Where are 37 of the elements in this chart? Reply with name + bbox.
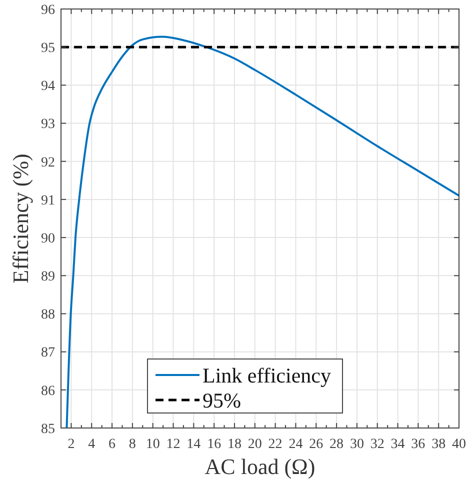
y-tick-label: 96 — [41, 2, 55, 18]
x-tick-label: 20 — [248, 437, 262, 452]
y-tick-label: 89 — [41, 270, 55, 285]
x-tick-label: 38 — [432, 437, 446, 452]
x-tick-label: 10 — [146, 437, 160, 452]
y-tick-label: 88 — [41, 308, 55, 323]
x-tick-label: 30 — [350, 437, 364, 452]
x-tick-label: 18 — [227, 437, 242, 452]
legend-label: 95% — [202, 388, 241, 412]
x-tick-label: 32 — [370, 437, 384, 452]
x-tick-label: 36 — [411, 437, 426, 452]
x-tick-label: 22 — [268, 437, 282, 452]
x-tick-label: 6 — [108, 437, 116, 452]
x-tick-label: 12 — [166, 437, 180, 452]
x-tick-label: 28 — [330, 437, 344, 452]
x-tick-label: 16 — [207, 437, 222, 452]
x-tick-label: 24 — [288, 437, 303, 452]
legend-label: Link efficiency — [202, 363, 332, 388]
y-tick-label: 87 — [41, 346, 55, 361]
y-tick-label: 86 — [41, 384, 55, 399]
x-tick-label: 2 — [68, 437, 75, 452]
y-tick-label: 93 — [41, 117, 55, 132]
x-tick-label: 14 — [186, 437, 201, 452]
x-tick-label: 4 — [88, 437, 96, 452]
y-tick-label: 90 — [41, 231, 55, 246]
y-tick-label: 92 — [41, 155, 55, 170]
y-tick-label: 85 — [41, 422, 55, 437]
x-tick-label: 34 — [390, 437, 405, 452]
y-tick-label: 91 — [41, 193, 55, 208]
x-tick-label: 26 — [309, 437, 324, 452]
x-tick-label: 8 — [128, 437, 136, 452]
y-tick-label: 95 — [41, 40, 55, 56]
x-tick-label: 40 — [452, 437, 466, 452]
x-axis-title: AC load (Ω) — [204, 454, 316, 479]
y-axis-title: Efficiency (%) — [8, 154, 33, 284]
line-series — [66, 36, 460, 429]
y-tick-label: 94 — [41, 79, 55, 94]
